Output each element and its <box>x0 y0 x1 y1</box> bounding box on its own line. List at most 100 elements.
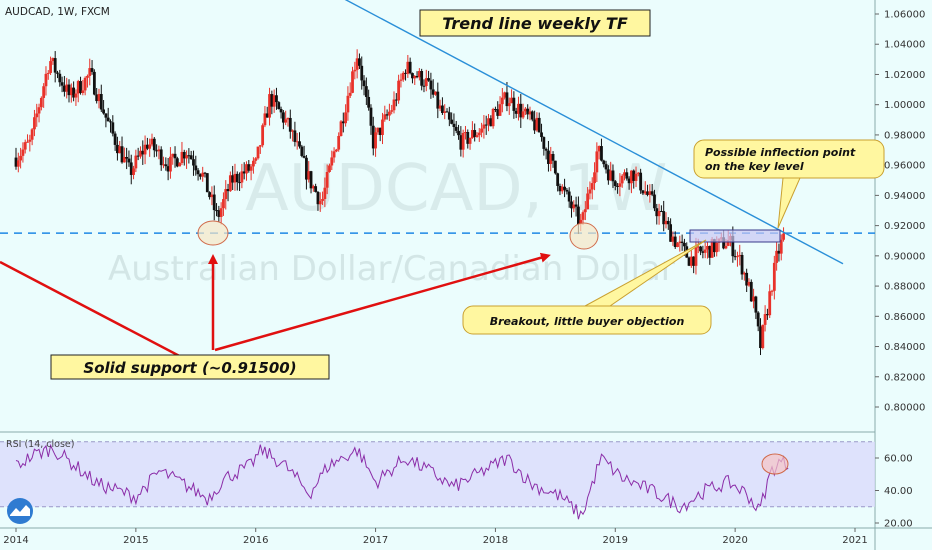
candle-body <box>376 127 380 133</box>
price-tick-label: 1.00000 <box>884 100 925 111</box>
candle-body <box>334 149 338 152</box>
candle-body <box>583 209 587 213</box>
candle-body <box>67 84 71 96</box>
candle-body <box>733 256 737 258</box>
tradingview-logo-icon[interactable] <box>7 498 33 524</box>
candle-body <box>224 189 228 200</box>
candle-body <box>775 250 779 263</box>
rsi-axis: 60.00 40.00 20.00 <box>875 454 913 530</box>
candle-body <box>500 97 504 105</box>
candle-body <box>252 160 255 167</box>
candle-body <box>512 97 516 111</box>
candle-body <box>523 108 527 112</box>
candle-body <box>178 163 182 167</box>
candle-body <box>99 93 103 110</box>
candle-body <box>712 239 716 253</box>
candle-body <box>742 272 746 275</box>
rsi-tick-label: 40.00 <box>884 486 913 497</box>
candle-body <box>256 146 260 159</box>
price-tick-label: 0.98000 <box>884 130 925 141</box>
price-tick-label: 0.90000 <box>884 251 925 262</box>
candle-body <box>325 171 329 188</box>
candle-body <box>371 125 375 149</box>
candle-body <box>102 109 105 114</box>
candle-body <box>657 211 661 217</box>
arrow-left <box>0 260 211 374</box>
candle-body <box>136 155 140 157</box>
candle-body <box>669 224 673 242</box>
candle-body <box>19 155 23 161</box>
candle-body <box>196 170 200 175</box>
candle-body <box>42 86 46 98</box>
candle-body <box>258 145 262 147</box>
arrow-right <box>214 252 551 352</box>
candle-body <box>242 171 246 174</box>
candle-body <box>659 211 663 213</box>
candle-body <box>747 281 751 286</box>
price-tick-label: 1.02000 <box>884 70 925 81</box>
price-tick-label: 0.82000 <box>884 372 925 383</box>
candle-body <box>475 135 479 138</box>
candle-body <box>549 154 553 164</box>
candle-body <box>254 158 258 161</box>
candle-body <box>362 80 366 87</box>
candle-body <box>676 243 679 247</box>
candle-body <box>570 201 573 209</box>
candle-body <box>586 193 590 210</box>
candle-body <box>636 172 640 174</box>
candle-body <box>381 119 384 136</box>
candle-body <box>507 103 511 107</box>
candle-body <box>445 111 449 113</box>
candle-body <box>60 82 64 86</box>
candle-body <box>553 160 557 174</box>
candle-body <box>97 93 101 102</box>
candle-body <box>537 117 541 133</box>
candle-body <box>441 105 444 113</box>
candle-body <box>311 186 315 189</box>
candle-body <box>505 92 509 107</box>
time-tick-label: 2021 <box>842 535 867 546</box>
candle-body <box>81 90 85 93</box>
candle-body <box>295 141 299 143</box>
candle-body <box>542 137 546 149</box>
candle-body <box>413 75 417 79</box>
candle-body <box>706 245 709 250</box>
candle-body <box>104 113 108 118</box>
candle-body <box>49 61 52 73</box>
candle-body <box>358 58 361 66</box>
candle-body <box>517 103 520 114</box>
candle-body <box>360 65 364 81</box>
rsi-series <box>15 443 789 520</box>
candle-body <box>772 262 776 291</box>
candle-body <box>231 175 235 183</box>
candle-body <box>397 80 401 101</box>
candle-body <box>339 121 343 136</box>
candle-body <box>510 97 513 104</box>
candle-body <box>588 189 592 194</box>
candle-body <box>275 95 278 103</box>
candle-body <box>595 151 599 173</box>
candle-body <box>86 75 89 78</box>
candle-body <box>468 137 472 144</box>
candle-body <box>399 79 403 81</box>
candle-body <box>415 75 419 78</box>
candle-body <box>526 108 530 115</box>
candle-body <box>703 249 707 253</box>
candle-body <box>316 191 320 205</box>
candle-body <box>491 108 495 127</box>
candle-body <box>487 118 490 125</box>
candle-body <box>404 72 407 74</box>
candle-body <box>480 128 483 133</box>
candlestick-series <box>14 49 785 356</box>
candle-body <box>72 87 76 98</box>
candle-body <box>65 84 69 92</box>
candle-body <box>639 172 643 191</box>
candle-body <box>521 111 525 118</box>
candle-body <box>37 107 41 114</box>
candle-body <box>298 141 301 147</box>
candle-body <box>618 183 622 187</box>
candle-body <box>328 165 331 172</box>
candle-body <box>761 324 765 349</box>
candle-body <box>291 130 294 132</box>
candle-body <box>364 86 368 97</box>
